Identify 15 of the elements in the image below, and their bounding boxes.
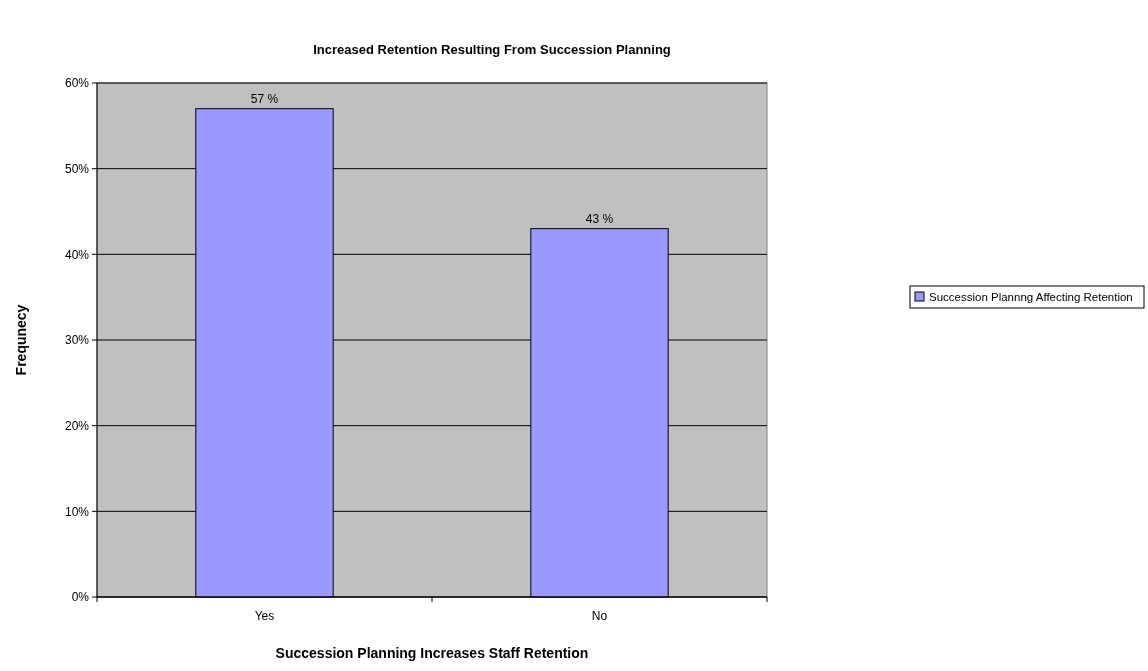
x-axis-title: Succession Planning Increases Staff Retention [275, 645, 589, 661]
legend-label: Succession Plannng Affecting Retention [929, 291, 1133, 304]
data-label: 43 % [585, 211, 614, 226]
x-tick-label: No [591, 609, 608, 623]
y-tick-label: 0% [71, 590, 90, 605]
data-label: 57 % [250, 91, 279, 106]
y-tick-label: 50% [64, 161, 90, 176]
y-tick-label: 20% [64, 418, 90, 433]
chart-title: Increased Retention Resulting From Succession Planning [313, 42, 671, 57]
y-tick-label: 10% [64, 504, 90, 519]
y-tick-label: 40% [64, 247, 90, 262]
y-tick-label: 60% [64, 76, 90, 91]
y-tick-label: 30% [64, 333, 90, 348]
y-axis-title: Frequnecy [13, 304, 29, 376]
x-tick-label: Yes [254, 609, 275, 623]
